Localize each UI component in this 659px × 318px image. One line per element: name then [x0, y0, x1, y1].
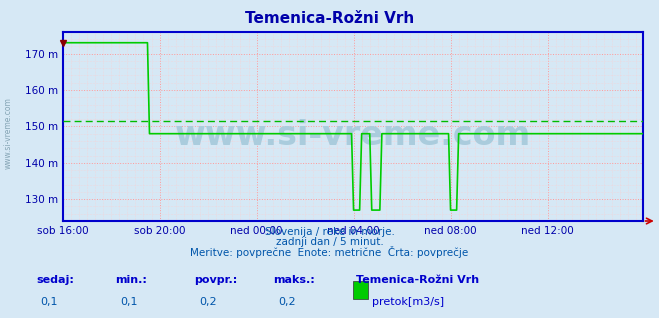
- Text: pretok[m3/s]: pretok[m3/s]: [372, 297, 444, 307]
- Text: www.si-vreme.com: www.si-vreme.com: [3, 98, 13, 169]
- Text: 0,2: 0,2: [199, 297, 216, 307]
- Text: 0,2: 0,2: [278, 297, 295, 307]
- Text: www.si-vreme.com: www.si-vreme.com: [175, 119, 530, 152]
- Text: sedaj:: sedaj:: [36, 275, 74, 285]
- Text: povpr.:: povpr.:: [194, 275, 238, 285]
- Text: Meritve: povprečne  Enote: metrične  Črta: povprečje: Meritve: povprečne Enote: metrične Črta:…: [190, 246, 469, 259]
- Text: 0,1: 0,1: [41, 297, 58, 307]
- Text: Temenica-Rožni Vrh: Temenica-Rožni Vrh: [245, 11, 414, 26]
- Text: min.:: min.:: [115, 275, 147, 285]
- Text: maks.:: maks.:: [273, 275, 315, 285]
- Text: 0,1: 0,1: [120, 297, 137, 307]
- Text: Slovenija / reke in morje.: Slovenija / reke in morje.: [264, 227, 395, 237]
- Text: Temenica-Rožni Vrh: Temenica-Rožni Vrh: [356, 275, 479, 285]
- Text: zadnji dan / 5 minut.: zadnji dan / 5 minut.: [275, 237, 384, 247]
